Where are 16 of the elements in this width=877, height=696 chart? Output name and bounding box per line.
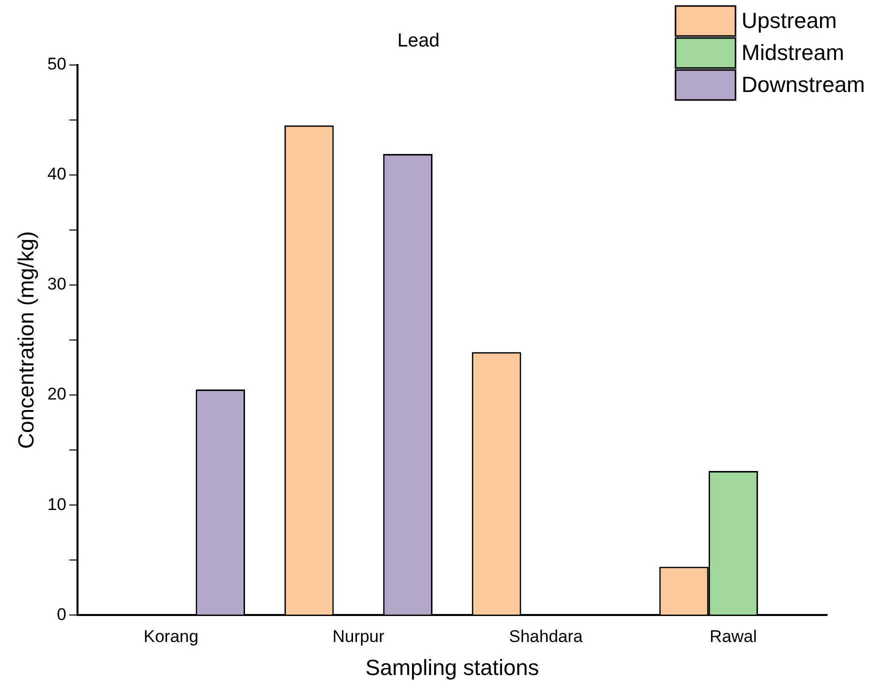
x-axis-title: Sampling stations <box>365 654 539 680</box>
x-tick-label: Nurpur <box>332 627 385 646</box>
y-tick-label: 30 <box>47 274 66 294</box>
y-axis-title: Concentration (mg/kg) <box>13 231 38 449</box>
y-tick-label: 50 <box>47 54 66 74</box>
x-tick-label: Shahdara <box>509 627 584 646</box>
y-tick-label: 10 <box>47 494 66 514</box>
legend-label: Downstream <box>742 72 866 98</box>
legend-label: Midstream <box>742 40 844 66</box>
y-tick-label: 20 <box>47 384 66 404</box>
legend-label: Upstream <box>742 8 837 34</box>
x-tick-label: Rawal <box>710 627 757 646</box>
y-tick-label: 40 <box>47 164 66 184</box>
chart-title: Lead <box>397 30 440 52</box>
x-tick-label: Korang <box>144 627 198 646</box>
y-tick-label: 0 <box>56 604 66 624</box>
